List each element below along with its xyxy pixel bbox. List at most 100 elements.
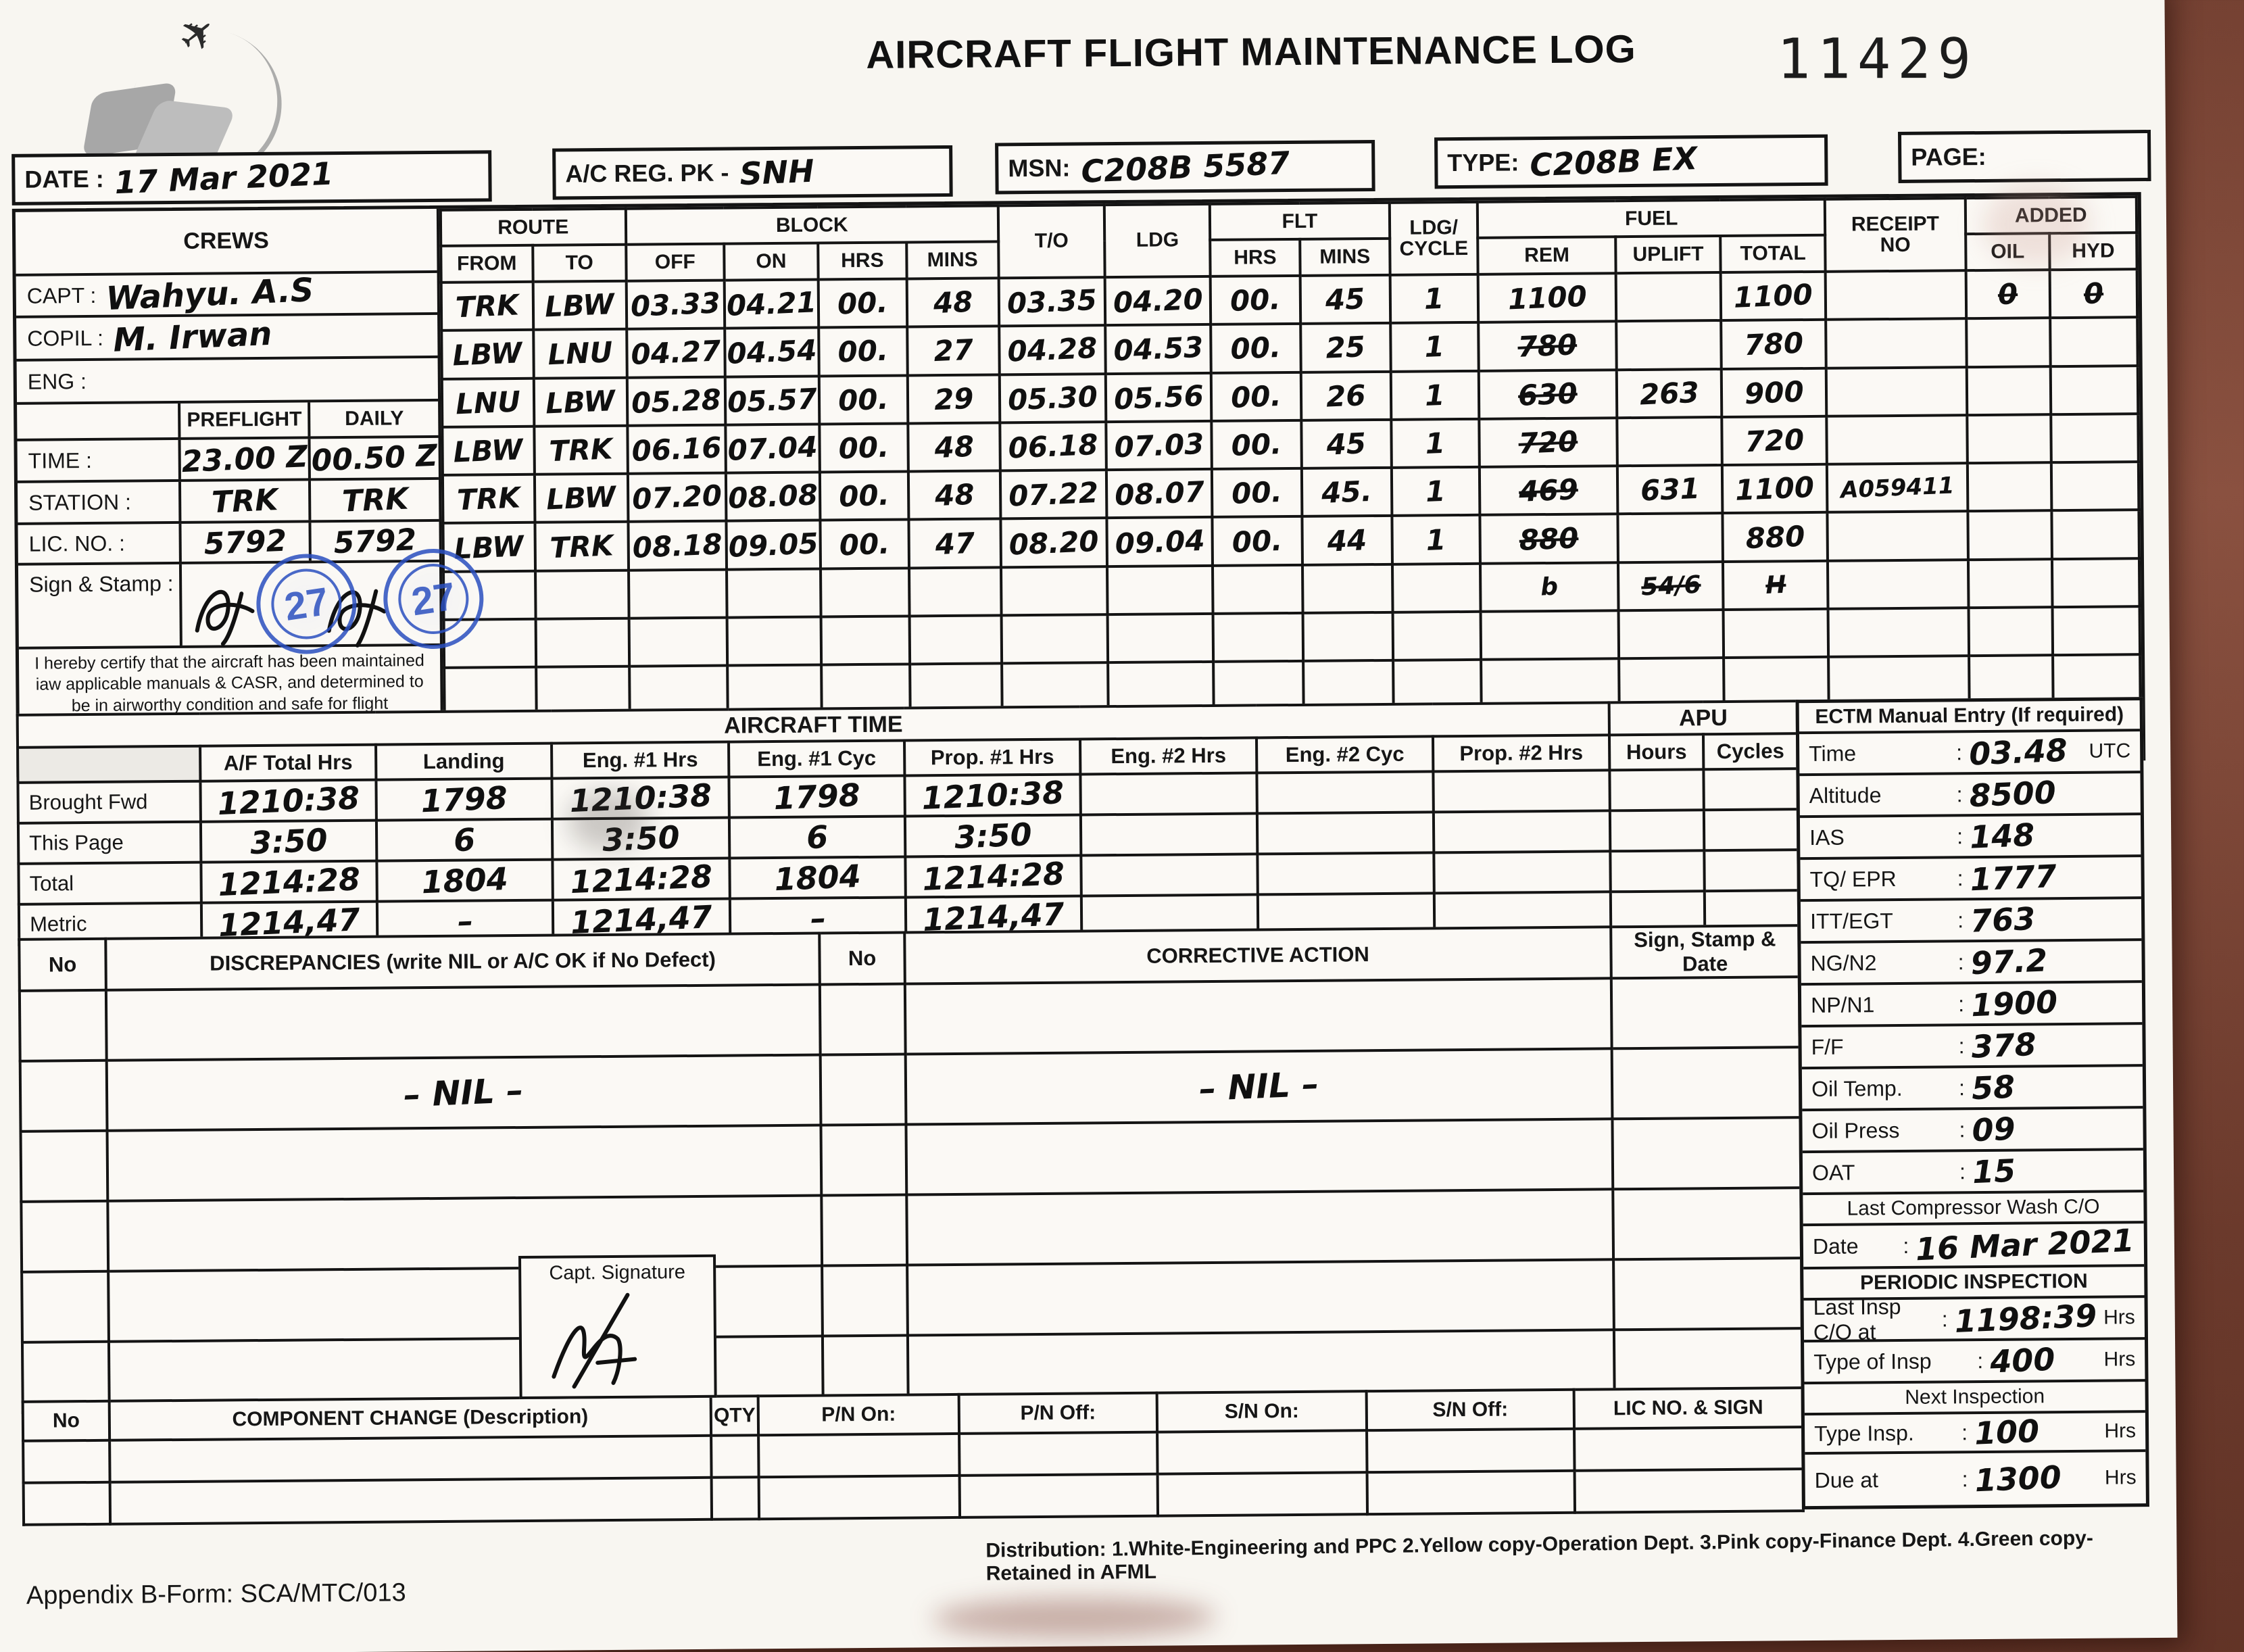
on-value: 05.57: [727, 381, 818, 419]
aircraft-time-table: AIRCRAFT TIME APU A/F Total Hrs Landing …: [16, 700, 1801, 946]
compressor-wash-title: Last Compressor Wash C/O: [1803, 1192, 2144, 1227]
flt-header: FLT: [1209, 202, 1390, 241]
off-value: 05.28: [631, 383, 722, 420]
ectm-tq-epr-row: TQ/ EPR : 1777: [1800, 857, 2141, 902]
flight-log-table: CREWS CAPT : Wahyu. A.S COPIL : M. Irwan…: [11, 192, 2146, 777]
ldg-cycle-header: LDG/ CYCLE: [1389, 201, 1479, 275]
value: 1210:38: [216, 779, 360, 823]
col-eng2-hrs: Eng. #2 Hrs: [1080, 737, 1257, 775]
pn-on-header: P/N On:: [758, 1394, 960, 1436]
ectm-oil-press-row: Oil Press : 09: [1802, 1109, 2143, 1154]
captain-signature: [552, 1292, 637, 1389]
value: 3:50: [249, 821, 328, 862]
landing-time: 04.20: [1112, 282, 1204, 320]
takeoff-time: 03.35: [1006, 283, 1098, 320]
value: 3:50: [601, 819, 681, 859]
landing-header: LDG: [1104, 203, 1211, 278]
sign-stamp-row: Sign & Stamp : 27 27: [18, 541, 491, 661]
to-value: LBW: [545, 383, 616, 420]
ectm-np-n1-row: NP/N1 : 1900: [1801, 983, 2143, 1028]
fuel-rem: 1100: [1507, 279, 1588, 316]
due-at-value: 1300: [1974, 1458, 2062, 1499]
block-hrs: 00.: [837, 430, 890, 466]
header-row-1: ROUTE BLOCK T/O LDG FLT LDG/ CYCLE FUEL …: [440, 197, 2137, 278]
no-header: No: [19, 938, 106, 991]
ectm-altitude-value: 8500: [1968, 773, 2057, 815]
no-header: No: [819, 932, 905, 985]
value: 6: [452, 821, 477, 859]
to-value: TRK: [549, 528, 614, 564]
value: 1804: [773, 857, 862, 898]
fuel-uplift: 631: [1639, 472, 1701, 508]
no-header: No: [22, 1401, 110, 1441]
ectm-oil-temp-value: 58: [1970, 1068, 2016, 1107]
off-value: 08.18: [631, 527, 723, 564]
compressor-wash-date: 16 Mar 2021: [1915, 1221, 2135, 1268]
aircraft-reg-value: SNH: [739, 152, 815, 193]
ectm-ff-row: F/F : 378: [1801, 1025, 2143, 1070]
ectm-ng-n2-row: NG/N2 : 97.2: [1801, 941, 2142, 986]
captain-signature-box: Capt. Signature: [518, 1254, 717, 1400]
cycles: 1: [1425, 523, 1447, 557]
next-type-insp-value: 100: [1973, 1412, 2041, 1452]
ectm-itt-value: 763: [1969, 900, 2036, 940]
off-header: OFF: [625, 244, 725, 281]
type-of-insp-value: 400: [1989, 1340, 2056, 1380]
fuel-total: 880: [1745, 519, 1806, 555]
fuel-rem: 720: [1517, 424, 1579, 460]
daily-station: TRK: [341, 481, 409, 519]
appendix-form-ref: Appendix B-Form: SCA/MTC/013: [26, 1578, 406, 1610]
value: 1798: [420, 779, 508, 820]
crews-header: CREWS: [15, 208, 437, 276]
fuel-header: FUEL: [1478, 199, 1826, 239]
hrs-header: HRS: [818, 242, 907, 280]
last-insp-value: 1198:39: [1953, 1297, 2098, 1340]
certification-statement: I hereby certify that the aircraft has b…: [34, 651, 424, 715]
check-type-header-row: PREFLIGHT DAILY: [17, 401, 439, 441]
flt-hrs: 00.: [1230, 427, 1283, 462]
fuel-uplift: 263: [1638, 375, 1700, 412]
ectm-np-value: 1900: [1970, 983, 2059, 1024]
block-hrs: 00.: [837, 285, 889, 321]
ectm-time-value: 03.48: [1968, 731, 2068, 773]
mechanic-signature: [195, 589, 255, 646]
copilot-row: COPIL : M. Irwan: [16, 315, 438, 362]
takeoff-time: 06.18: [1007, 427, 1099, 465]
engineer-row: ENG :: [16, 358, 438, 405]
to-value: TRK: [548, 432, 614, 468]
block-mins: 48: [933, 429, 975, 465]
on-value: 07.04: [727, 430, 819, 467]
flt-hrs: 00.: [1231, 475, 1283, 511]
component-change-table: No COMPONENT CHANGE (Description) QTY P/…: [21, 1386, 1805, 1526]
cycles: 1: [1425, 426, 1446, 460]
col-eng1-hrs: Eng. #1 Hrs: [552, 742, 729, 779]
page-label: PAGE:: [1911, 142, 1986, 171]
takeoff-header: T/O: [998, 205, 1106, 278]
ectm-panel: ECTM Manual Entry (If required) Time : 0…: [1795, 697, 2149, 1510]
paper-sheet: ✈ smartaviation AIRCRAFT FLIGHT MAINTENA…: [0, 0, 2178, 1652]
corrective-nil: – NIL –: [1198, 1064, 1320, 1109]
hyd-added: 0: [2082, 276, 2105, 311]
value: 1214:28: [921, 855, 1065, 898]
aircraft-reg-label: A/C REG. PK -: [565, 158, 729, 188]
distribution-note: Distribution: 1.White-Engineering and PP…: [985, 1527, 2094, 1585]
fuel-total: 900: [1743, 374, 1805, 410]
ectm-ff-value: 378: [1970, 1025, 2037, 1065]
off-value: 07.20: [631, 479, 723, 516]
sign-stamp-date-header: Sign, Stamp & Date: [1611, 925, 1799, 979]
ectm-itt-egt-row: ITT/EGT : 763: [1800, 899, 2142, 944]
form-serial-number: 11429: [1777, 27, 1978, 92]
engineer-label: ENG :: [27, 368, 87, 394]
from-value: LNU: [454, 384, 521, 421]
ectm-ng-value: 97.2: [1970, 942, 2049, 982]
flt-hrs: 00.: [1231, 523, 1284, 559]
from-value: LBW: [452, 433, 524, 469]
on-value: 09.05: [727, 526, 819, 564]
flt-mins: 26: [1325, 378, 1367, 414]
added-header: ADDED: [1965, 197, 2137, 235]
block-hrs: 00.: [837, 333, 889, 369]
date-box: DATE : 17 Mar 2021: [11, 150, 492, 205]
type-label: TYPE:: [1447, 148, 1519, 177]
fuel-rem-header: REM: [1478, 237, 1616, 274]
route-header: ROUTE: [440, 208, 626, 247]
